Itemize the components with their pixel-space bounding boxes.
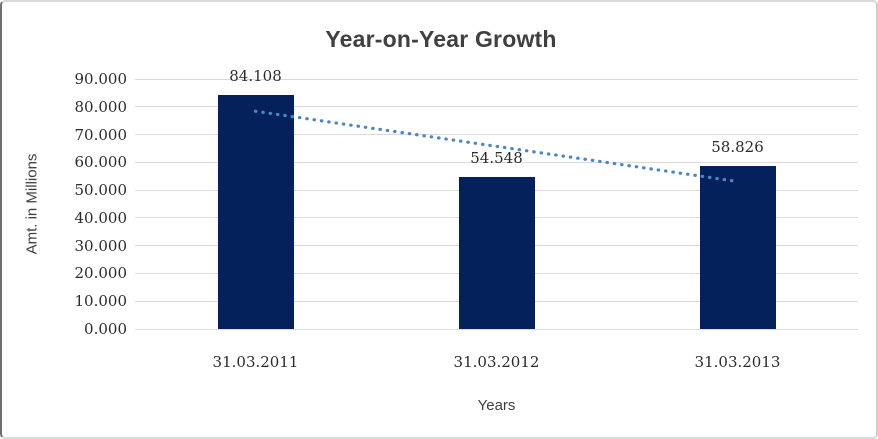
plot-area: 84.108 54.548 58.826 (135, 67, 858, 330)
x-tick-label: 31.03.2012 (453, 353, 540, 371)
gridline (135, 134, 858, 136)
y-tick-label: 20.000 (74, 264, 128, 283)
y-tick-label: 60.000 (74, 153, 128, 172)
y-tick-label: 10.000 (74, 292, 128, 311)
x-axis-title: Years (477, 397, 516, 414)
bar-value-label: 54.548 (470, 149, 523, 168)
y-tick-label: 40.000 (74, 208, 128, 227)
bar-31.03.2012 (458, 177, 535, 329)
y-tick-label: 30.000 (74, 236, 128, 255)
x-tick-label: 31.03.2013 (694, 353, 781, 371)
y-tick-label: 50.000 (74, 181, 128, 200)
y-tick-label: 80.000 (74, 97, 128, 116)
y-tick-label: 90.000 (74, 70, 128, 88)
y-axis-title: Amt. in Millions (23, 153, 41, 255)
gridline (135, 106, 858, 108)
gridline (135, 328, 858, 330)
gridline (135, 161, 858, 163)
x-tick-label: 31.03.2011 (212, 353, 299, 371)
bar-31.03.2011 (217, 95, 294, 329)
trendline-segment (253, 109, 740, 184)
bar-value-label: 84.108 (229, 67, 282, 86)
chart-title: Year-on-Year Growth (325, 26, 557, 52)
trendline (253, 109, 740, 184)
gridline (135, 78, 858, 80)
bar-value-label: 58.826 (711, 137, 764, 156)
y-tick-label: 70.000 (74, 125, 128, 144)
bar-31.03.2013 (699, 165, 776, 329)
y-tick-label: 0.000 (84, 320, 127, 338)
